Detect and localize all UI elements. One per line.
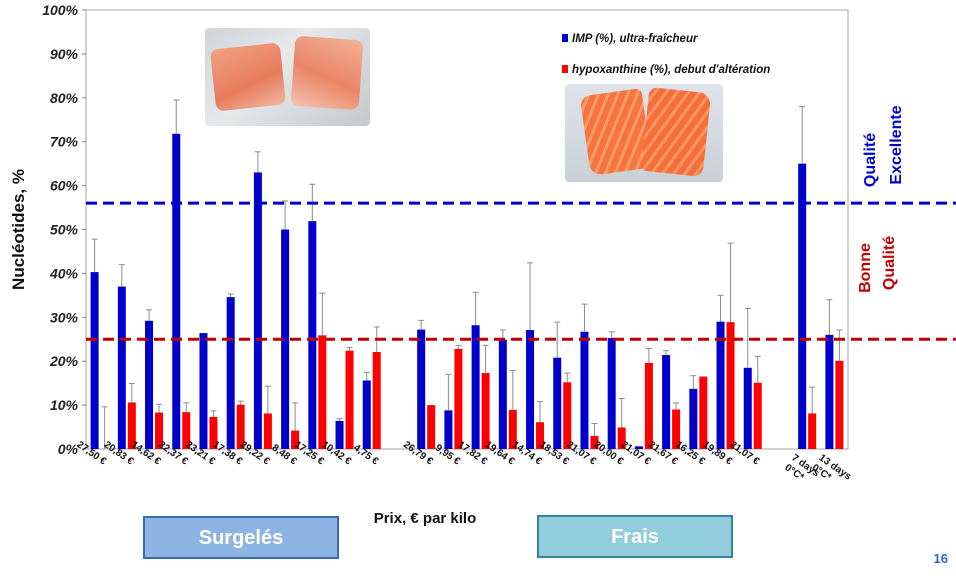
imp-bar: [90, 272, 99, 449]
hypoxanthine-bar: [644, 362, 653, 449]
y-tick-label: 0%: [58, 441, 79, 457]
annotation-excellent-line1: Qualité: [862, 133, 879, 187]
hypoxanthine-bar: [563, 382, 572, 449]
imp-bar: [743, 367, 752, 449]
legend-imp-swatch: [562, 34, 568, 42]
hypoxanthine-bar: [318, 335, 327, 449]
hypoxanthine-bar: [291, 430, 300, 449]
y-tick-label: 20%: [49, 353, 79, 369]
imp-bar: [526, 330, 535, 449]
y-tick-label: 40%: [49, 265, 79, 281]
fresh-salmon-photo: [565, 84, 723, 182]
imp-bar: [444, 410, 453, 449]
hypoxanthine-bar: [481, 373, 490, 449]
annotation-excellent-line2: Excellente: [888, 105, 905, 184]
hypoxanthine-bar: [236, 404, 245, 449]
x-axis-title: Prix, € par kilo: [374, 510, 477, 527]
legend-hypoxanthine-label: hypoxanthine (%), debut d'altération: [572, 64, 770, 76]
imp-bar: [498, 339, 507, 449]
imp-bar: [553, 357, 562, 449]
imp-bar: [335, 420, 344, 449]
x-tick-label: 13 days0°C*: [810, 452, 854, 492]
legend-hypoxanthine-swatch: [562, 65, 568, 73]
imp-bar: [634, 446, 643, 449]
imp-bar: [308, 221, 317, 449]
hypoxanthine-bar: [182, 412, 191, 449]
y-tick-label: 30%: [50, 309, 79, 325]
imp-bar: [117, 286, 126, 449]
hypoxanthine-bar: [835, 360, 844, 449]
hypoxanthine-bar: [345, 350, 354, 449]
y-tick-label: 50%: [50, 222, 79, 238]
y-tick-label: 80%: [50, 90, 79, 106]
hypoxanthine-bar: [508, 409, 517, 449]
hypoxanthine-bar: [590, 435, 599, 449]
hypoxanthine-bar: [127, 402, 136, 449]
hypoxanthine-bar: [209, 416, 218, 449]
y-tick-label: 90%: [50, 46, 79, 62]
y-tick-label: 100%: [42, 2, 78, 18]
hypoxanthine-bar: [617, 427, 626, 449]
imp-bar: [716, 321, 725, 449]
hypoxanthine-bar: [454, 348, 463, 449]
imp-bar: [417, 329, 426, 449]
imp-bar: [662, 355, 671, 449]
imp-bar: [281, 229, 290, 449]
hypoxanthine-bar: [536, 422, 545, 449]
imp-bar: [580, 331, 589, 449]
imp-bar: [253, 172, 262, 449]
hypoxanthine-bar: [372, 351, 381, 449]
frais-button[interactable]: Frais: [537, 515, 733, 558]
slide-number: 16: [933, 551, 948, 566]
hypoxanthine-bar: [155, 412, 164, 449]
imp-bar: [798, 163, 807, 449]
imp-bar: [471, 325, 480, 449]
annotation-good-line1: Bonne: [857, 243, 874, 293]
hypoxanthine-bar: [699, 376, 708, 449]
imp-bar: [689, 388, 698, 449]
frozen-salmon-photo: [205, 28, 370, 126]
hypoxanthine-bar: [427, 405, 436, 449]
imp-bar: [362, 380, 371, 449]
surgeles-button[interactable]: Surgelés: [143, 516, 339, 559]
hypoxanthine-bar: [672, 409, 681, 449]
hypoxanthine-bar: [808, 413, 817, 449]
y-tick-label: 70%: [50, 134, 79, 150]
hypoxanthine-bar: [263, 413, 272, 449]
legend-imp-label: IMP (%), ultra-fraîcheur: [572, 33, 698, 45]
y-axis-title: Nucléotides, %: [9, 169, 28, 290]
hypoxanthine-bar: [753, 382, 762, 449]
imp-bar: [199, 333, 208, 449]
y-tick-label: 10%: [50, 397, 79, 413]
hypoxanthine-bar: [726, 322, 735, 449]
imp-bar: [607, 337, 616, 449]
imp-bar: [145, 320, 154, 449]
y-tick-label: 60%: [50, 178, 79, 194]
annotation-good-line2: Qualité: [881, 236, 898, 290]
imp-bar: [172, 133, 181, 449]
imp-bar: [825, 334, 834, 449]
imp-bar: [226, 297, 235, 449]
